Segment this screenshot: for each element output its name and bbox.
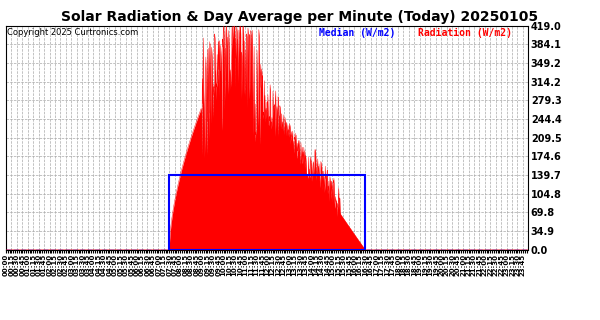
Text: Copyright 2025 Curtronics.com: Copyright 2025 Curtronics.com xyxy=(7,28,138,37)
Text: Median (W/m2): Median (W/m2) xyxy=(319,28,395,38)
Bar xyxy=(169,175,365,250)
Text: Radiation (W/m2): Radiation (W/m2) xyxy=(418,28,512,38)
Text: Solar Radiation & Day Average per Minute (Today) 20250105: Solar Radiation & Day Average per Minute… xyxy=(61,10,539,24)
